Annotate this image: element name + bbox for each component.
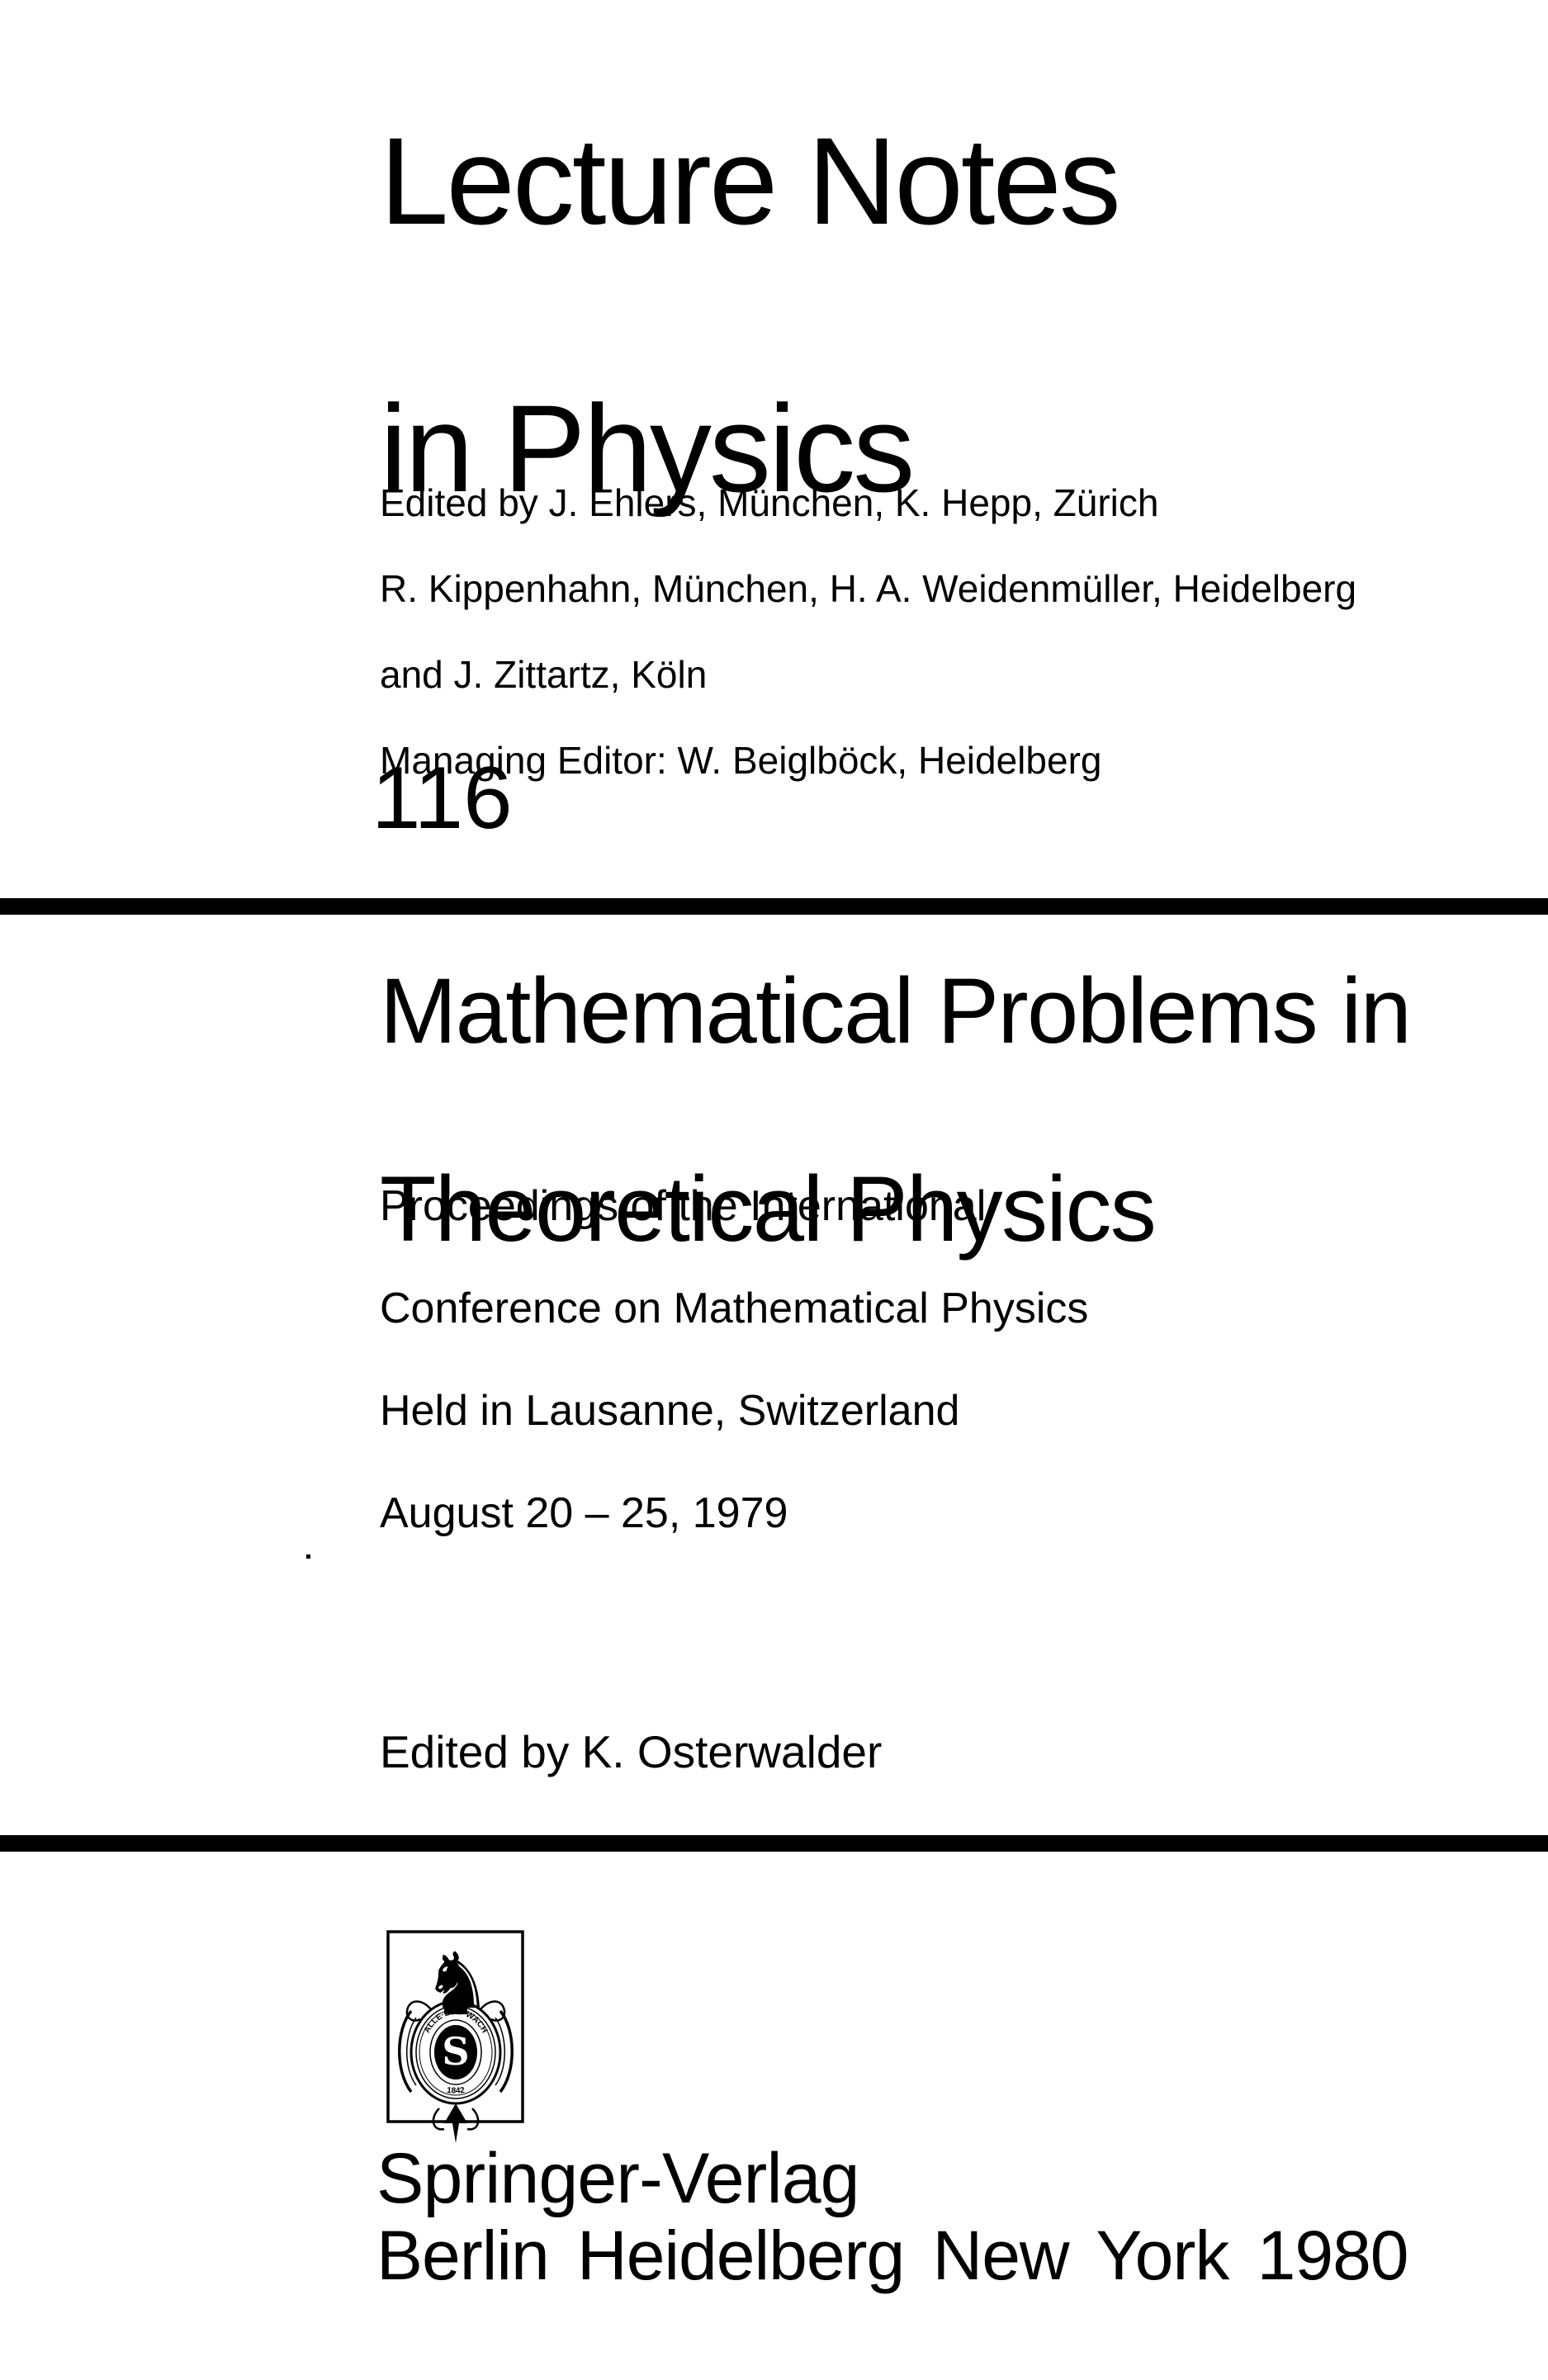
book-subtitle-line2: Conference on Mathematical Physics bbox=[380, 1285, 1089, 1332]
book-title-line1: Mathematical Problems in bbox=[380, 959, 1412, 1062]
series-editors-line1: Edited by J. Ehlers, München, K. Hepp, Z… bbox=[380, 481, 1159, 524]
publisher-cities-year: Berlin Heidelberg New York 1980 bbox=[376, 2217, 1409, 2294]
right-flourish bbox=[499, 2009, 514, 2094]
bottom-left-curl bbox=[432, 2108, 445, 2131]
publisher-name: Springer-Verlag bbox=[376, 2139, 860, 2218]
series-editors-line4: Managing Editor: W. Beiglböck, Heidelber… bbox=[380, 739, 1102, 782]
logo-year-text: 1842 bbox=[447, 2086, 466, 2096]
knight-pedestal bbox=[444, 1999, 467, 2014]
medallion-band-edge bbox=[429, 2019, 482, 2085]
scan-artifact-dot bbox=[306, 1554, 310, 1559]
book-title: Mathematical Problems in Theoretical Phy… bbox=[380, 959, 1412, 1261]
series-volume-number: 116 bbox=[372, 748, 513, 847]
series-title: Lecture Notes in Physics bbox=[380, 111, 1121, 518]
springer-logo: ♞ ALLE·ZEIT·WACH 1842 bbox=[386, 1928, 524, 2145]
divider-rule-bottom bbox=[0, 1835, 1548, 1852]
bottom-fleur bbox=[444, 2103, 467, 2143]
series-title-line2: in Physics bbox=[380, 379, 915, 518]
top-right-curl bbox=[480, 2000, 506, 2022]
divider-rule-top bbox=[0, 898, 1548, 915]
top-left-curl bbox=[405, 2000, 432, 2022]
series-editors-line3: and J. Zittartz, Köln bbox=[380, 653, 708, 696]
medallion-ring-mid bbox=[415, 2005, 496, 2099]
series-title-line1: Lecture Notes bbox=[380, 111, 1121, 250]
left-flourish-inner bbox=[406, 2017, 417, 2086]
logo-monogram: S bbox=[442, 2029, 469, 2074]
book-subtitle-line4: August 20 – 25, 1979 bbox=[380, 1489, 788, 1537]
medallion-ring-inner bbox=[419, 2009, 493, 2096]
series-editors-line2: R. Kippenhahn, München, H. A. Weidenmüll… bbox=[380, 567, 1357, 610]
series-editors: Edited by J. Ehlers, München, K. Hepp, Z… bbox=[380, 481, 1356, 782]
left-flourish bbox=[398, 2009, 413, 2094]
book-subtitle-line1: Proceedings of the International bbox=[380, 1182, 987, 1230]
book-title-line2: Theoretical Physics bbox=[380, 1157, 1157, 1261]
bottom-right-curl bbox=[466, 2108, 480, 2131]
book-editor-line: Edited by K. Osterwalder bbox=[380, 1726, 883, 1777]
medallion-center bbox=[434, 2025, 477, 2080]
springer-knight-icon: ♞ ALLE·ZEIT·WACH 1842 bbox=[386, 1930, 524, 2143]
book-subtitle: Proceedings of the International Confere… bbox=[380, 1181, 1088, 1539]
right-flourish-inner bbox=[495, 2017, 505, 2086]
book-subtitle-line3: Held in Lausanne, Switzerland bbox=[380, 1387, 960, 1435]
